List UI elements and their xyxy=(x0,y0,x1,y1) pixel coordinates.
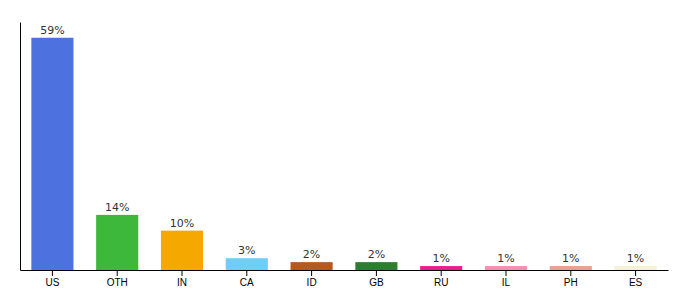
x-tick-label: ID xyxy=(307,277,317,288)
y-axis-line xyxy=(20,23,21,271)
x-tick-mark xyxy=(52,270,53,276)
x-tick-label: IN xyxy=(177,277,187,288)
x-tick-label: OTH xyxy=(107,277,128,288)
x-tick: RU xyxy=(434,270,448,288)
x-tick-mark xyxy=(117,270,118,276)
data-label: 10% xyxy=(170,217,194,230)
data-label: 14% xyxy=(105,201,129,214)
x-tick-mark xyxy=(635,270,636,276)
x-tick: US xyxy=(45,270,59,288)
plot: US OTH IN CA ID GB RU IL PH ES 59% 14% 10% 3% 2% 2% 1% 1%… xyxy=(21,23,669,289)
bar xyxy=(615,266,657,270)
x-tick: IL xyxy=(502,270,511,288)
data-label: 1% xyxy=(432,252,449,265)
chart: US OTH IN CA ID GB RU IL PH ES 59% 14% 10% 3% 2% 2% 1% 1%… xyxy=(0,0,680,300)
x-tick: ID xyxy=(307,270,317,288)
bar xyxy=(31,38,73,270)
x-tick: PH xyxy=(564,270,578,288)
x-tick-label: ES xyxy=(629,277,643,288)
bar xyxy=(291,262,333,270)
data-label: 2% xyxy=(303,248,320,261)
bar xyxy=(161,231,203,270)
x-tick-label: IL xyxy=(502,277,511,288)
bar xyxy=(96,215,138,270)
x-tick-mark xyxy=(311,270,312,276)
x-tick: OTH xyxy=(107,270,128,288)
x-tick-label: RU xyxy=(434,277,448,288)
x-tick-mark xyxy=(441,270,442,276)
x-tick-mark xyxy=(506,270,507,276)
y-axis xyxy=(20,23,21,271)
x-tick-label: GB xyxy=(369,277,384,288)
bar xyxy=(355,262,397,270)
x-tick-mark xyxy=(376,270,377,276)
x-tick-mark xyxy=(246,270,247,276)
x-tick: GB xyxy=(369,270,384,288)
x-tick-label: US xyxy=(45,277,59,288)
x-tick: IN xyxy=(177,270,187,288)
data-label: 59% xyxy=(40,24,64,37)
x-axis: US OTH IN CA ID GB RU IL PH ES xyxy=(21,270,669,288)
x-tick: CA xyxy=(240,270,254,288)
bars xyxy=(31,38,656,270)
x-tick-label: PH xyxy=(564,277,578,288)
bar xyxy=(226,258,268,270)
x-tick-mark xyxy=(182,270,183,276)
bar xyxy=(420,266,462,270)
data-label: 1% xyxy=(627,252,644,265)
x-tick-mark xyxy=(570,270,571,276)
x-tick-label: CA xyxy=(240,277,254,288)
data-label: 1% xyxy=(562,252,579,265)
data-label: 2% xyxy=(368,248,385,261)
bar xyxy=(485,266,527,270)
x-tick: ES xyxy=(629,270,643,288)
data-label: 3% xyxy=(238,244,255,257)
data-labels: 59% 14% 10% 3% 2% 2% 1% 1% 1% 1% xyxy=(40,24,644,265)
bar xyxy=(550,266,592,270)
data-label: 1% xyxy=(497,252,514,265)
